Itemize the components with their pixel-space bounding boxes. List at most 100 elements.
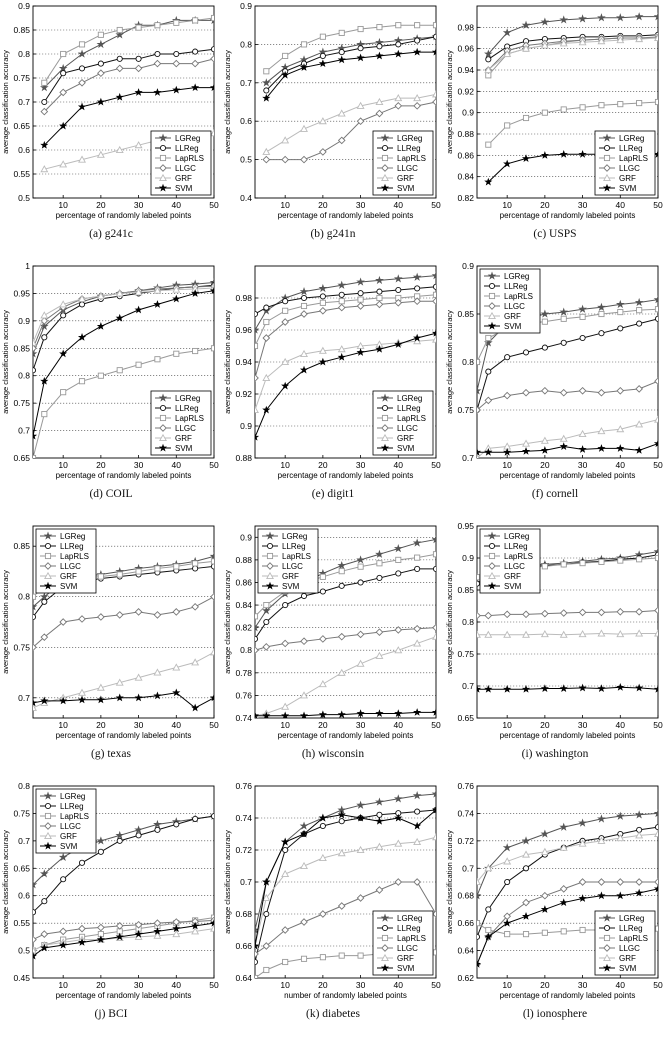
legend-marker: [602, 133, 612, 142]
x-tick-label: 50: [209, 980, 219, 990]
y-tick-label: 0.7: [240, 78, 252, 88]
data-point: [598, 330, 605, 337]
y-tick-label: 0.7: [18, 426, 30, 436]
series-lgreg: [477, 808, 658, 900]
legend-label: SVM: [397, 184, 415, 193]
legend-label: LGReg: [175, 134, 200, 143]
legend-marker: [381, 414, 389, 422]
data-point: [281, 381, 290, 390]
data-point: [319, 954, 326, 961]
data-point: [654, 306, 658, 313]
data-point: [521, 446, 531, 455]
data-point: [135, 24, 142, 31]
x-tick-label: 50: [209, 720, 219, 730]
data-point: [33, 338, 37, 346]
data-point: [432, 551, 436, 558]
data-point: [153, 59, 162, 68]
data-point: [319, 822, 326, 830]
data-point: [60, 389, 67, 396]
legend-marker: [43, 531, 53, 540]
x-axis-label: percentage of randomly labeled points: [278, 731, 414, 740]
data-point: [375, 628, 384, 637]
data-point: [209, 693, 214, 702]
data-point: [522, 388, 530, 397]
series-line: [487, 37, 658, 71]
legend-marker: [381, 404, 389, 412]
data-point: [96, 836, 106, 845]
data-point: [33, 935, 37, 944]
legend-label: LapRLS: [175, 414, 204, 423]
data-point: [394, 94, 403, 102]
series-grf: [33, 283, 214, 346]
data-point: [578, 630, 587, 638]
legend-marker: [381, 934, 389, 942]
data-point: [116, 55, 123, 62]
y-tick-label: 0.94: [457, 65, 474, 75]
data-point: [281, 357, 290, 366]
data-point: [192, 560, 199, 567]
data-point: [60, 876, 67, 883]
chart-caption: (h) wisconsin: [301, 748, 365, 760]
data-point: [477, 630, 481, 638]
data-point: [503, 447, 512, 456]
data-point: [210, 46, 214, 53]
x-tick-label: 10: [502, 720, 512, 730]
y-axis-label: average classification accuracy: [1, 570, 10, 674]
data-point: [255, 613, 259, 620]
data-point: [153, 668, 162, 676]
data-point: [393, 274, 403, 283]
x-tick-label: 30: [578, 980, 588, 990]
plot-frame: [32, 265, 215, 459]
y-tick-label: 0.6: [18, 891, 30, 901]
series-grf: [33, 648, 214, 711]
data-point: [209, 83, 214, 92]
plot-area: [261, 22, 436, 164]
legend-marker: [380, 443, 390, 452]
data-point: [281, 869, 290, 878]
x-tick-label: 40: [394, 980, 404, 990]
legend-marker: [158, 443, 168, 452]
data-point: [635, 888, 644, 897]
x-tick-label: 20: [96, 200, 106, 210]
chart-panel-11: 0.64 0.66 0.68 0.7 0.72 0.74 0.76 10 20 30 40 50 num…: [222, 780, 444, 1040]
data-point: [522, 931, 530, 938]
data-point: [300, 637, 308, 646]
legend-marker: [266, 562, 274, 570]
data-point: [615, 811, 625, 820]
legend-label: LLReg: [397, 144, 421, 153]
legend-marker: [603, 164, 611, 172]
data-point: [432, 22, 436, 29]
data-point: [559, 630, 568, 638]
data-point: [33, 613, 37, 620]
data-point: [540, 684, 549, 693]
plot-area: [483, 12, 658, 186]
legend-box: [479, 268, 541, 334]
data-point: [115, 830, 125, 840]
series-grf: [484, 33, 658, 74]
legend-label: LLGC: [175, 164, 196, 173]
y-tick-label: 0.68: [235, 909, 252, 919]
x-axis-label: percentage of randomly labeled points: [278, 471, 414, 480]
data-point: [282, 958, 289, 966]
data-point: [560, 339, 567, 346]
data-point: [521, 20, 531, 29]
data-point: [477, 447, 482, 456]
data-point: [559, 885, 568, 893]
data-point: [59, 349, 68, 358]
data-point: [58, 63, 68, 73]
data-point: [39, 321, 49, 331]
data-point: [375, 109, 384, 118]
data-point: [413, 102, 421, 110]
data-point: [504, 931, 511, 938]
data-point: [503, 630, 512, 638]
data-point: [319, 306, 327, 315]
data-point: [432, 98, 436, 106]
data-point: [356, 630, 365, 639]
data-point: [414, 808, 421, 815]
x-tick-label: 10: [58, 200, 68, 210]
legend-marker: [603, 173, 611, 182]
plot-area: [255, 271, 436, 441]
data-point: [522, 610, 530, 619]
